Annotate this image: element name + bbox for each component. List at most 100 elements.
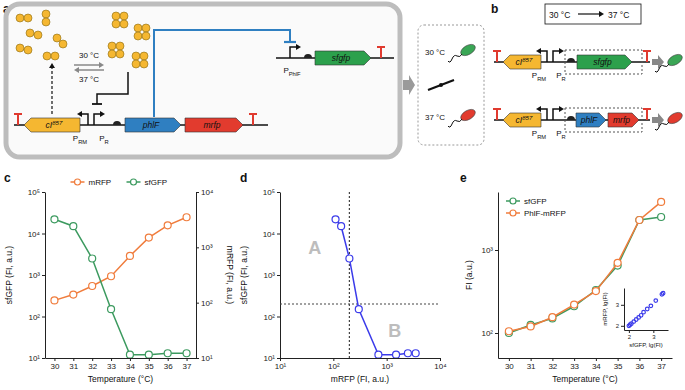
panel-letter: d	[240, 171, 247, 185]
output-box	[418, 25, 484, 145]
data-point	[404, 350, 411, 357]
axis-line	[499, 358, 673, 359]
tick-label: 35	[145, 362, 154, 371]
arrow-head	[77, 111, 82, 117]
arrow-head	[100, 111, 105, 117]
axis-line	[625, 330, 669, 331]
chart: 303132333435363710²10³eTemperature (°C)F…	[460, 171, 673, 384]
rbs	[304, 54, 312, 58]
tick: 34	[126, 358, 135, 371]
axis: 10² 10³	[481, 193, 498, 359]
big-arrow	[403, 75, 415, 95]
tick: 2	[616, 323, 624, 329]
tick: 32	[548, 358, 557, 371]
tick-mark	[661, 358, 662, 361]
repressor	[112, 12, 120, 20]
legend-label: sfGFP	[145, 178, 168, 187]
data-point	[332, 216, 339, 223]
repressor	[24, 14, 32, 22]
tick: 33	[570, 358, 579, 371]
promoter	[540, 109, 547, 120]
data-point	[642, 310, 646, 314]
text-part: 857	[52, 119, 63, 126]
axis-line	[45, 193, 46, 359]
tick: 10¹	[275, 358, 287, 371]
label: PR	[556, 71, 566, 82]
chart: 2323sfGFP, lg(FI)mRFP, lg(FI)	[602, 289, 669, 349]
gene	[185, 118, 243, 132]
big-arrow	[652, 55, 664, 69]
tick-mark	[196, 358, 199, 359]
repressor	[134, 24, 142, 32]
tick-label: 10³	[263, 271, 275, 280]
tick: 10²	[481, 329, 498, 338]
tick: 10¹	[263, 354, 280, 363]
tick: 10⁴	[28, 230, 45, 239]
rbs	[567, 58, 575, 62]
gene	[576, 113, 606, 127]
gene-label: cI857	[516, 114, 533, 126]
axis-title: mRFP (FI, a.u.)	[225, 246, 235, 305]
arrow-head	[296, 44, 301, 50]
tick-label: 10²	[328, 362, 340, 371]
data-point	[346, 255, 353, 262]
cell	[6, 4, 400, 157]
repressor	[140, 60, 148, 68]
terminator	[496, 109, 498, 120]
data-point	[108, 306, 115, 313]
tick-label: 31	[527, 362, 536, 371]
data-point	[164, 350, 171, 357]
tick: 10²	[263, 313, 280, 322]
data-point	[355, 306, 362, 313]
tick-mark	[639, 358, 640, 361]
tick: 10³	[263, 271, 280, 280]
tick: 10³	[481, 246, 498, 255]
text-part: 857	[522, 114, 533, 121]
label: 30 °C	[425, 48, 445, 57]
series-line	[54, 219, 186, 354]
tick: 3	[652, 330, 656, 340]
data-point	[108, 273, 115, 280]
tick-label: 10⁴	[263, 230, 276, 239]
arrow-head	[559, 106, 564, 112]
label: 37 °C	[608, 10, 629, 20]
tick-mark	[277, 234, 280, 235]
repression-bar	[284, 41, 296, 43]
tick: 32	[88, 358, 97, 371]
gene-label: phlF	[142, 120, 160, 130]
axis: 23	[616, 289, 625, 331]
axis: 3031323334353637	[46, 358, 197, 371]
arrow-head	[74, 67, 79, 73]
tick-mark	[277, 317, 280, 318]
terminator	[377, 46, 385, 48]
repressor	[34, 31, 42, 39]
data-point	[183, 350, 190, 357]
axis-title: sfGFP (FI, a.u.)	[4, 246, 14, 305]
tick-label: 10¹	[201, 354, 213, 363]
data-point	[51, 216, 58, 223]
repressor	[53, 34, 61, 42]
axis: 10¹10²10³10⁴	[196, 188, 214, 363]
gene	[315, 51, 371, 65]
axis-title: FI (a.u.)	[464, 260, 474, 290]
tick: 10³	[28, 271, 45, 280]
repressor	[108, 42, 116, 50]
tick: 35	[145, 358, 154, 371]
flagellum	[655, 64, 669, 72]
gene-label: cI857	[516, 56, 533, 68]
plot-area	[627, 291, 665, 327]
promoter	[553, 51, 560, 62]
terminator	[493, 50, 501, 52]
tick-mark	[629, 330, 630, 333]
axis: 10¹10²10³10⁴10⁵	[28, 188, 46, 363]
label: 30 °C	[79, 51, 99, 60]
tick-label: 10⁴	[201, 188, 214, 197]
tick-label: 10³	[28, 271, 40, 280]
tick-mark	[111, 358, 112, 361]
repressor	[59, 40, 67, 48]
tick-label: 10²	[28, 313, 40, 322]
arrow-head	[49, 63, 55, 68]
switch-icon	[428, 80, 454, 90]
tick: 37	[183, 358, 192, 371]
tick-label: 10¹	[275, 362, 287, 371]
